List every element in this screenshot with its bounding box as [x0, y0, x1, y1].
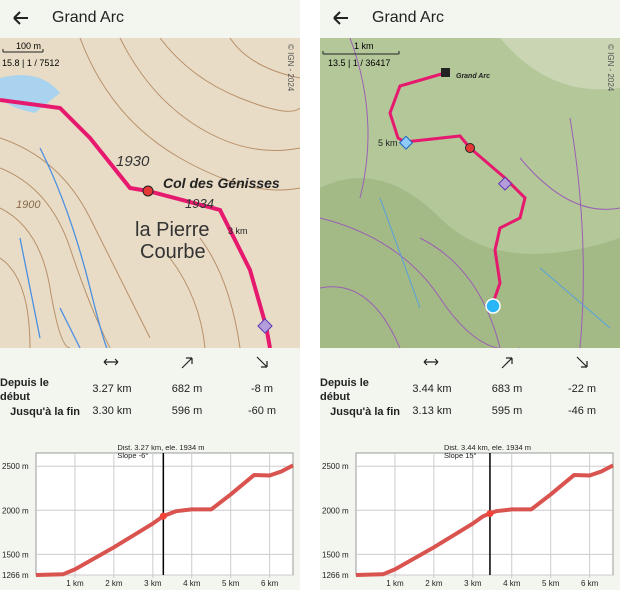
y-tick-label: 1500 m: [322, 550, 349, 559]
x-tick-label: 6 km: [581, 579, 599, 588]
x-tick-label: 5 km: [222, 579, 240, 588]
stats: Depuis le début 3.44 km 683 m -22 m Jusq…: [320, 348, 620, 445]
copyright: © IGN - 2024: [286, 44, 295, 92]
map-label: Col des Génisses: [163, 175, 280, 191]
screen: Grand Arc 100 m 15.8 | 1 / 7512 1930 Col…: [0, 0, 300, 590]
map-label: 5 km: [378, 138, 398, 148]
stat-value: -22 m: [567, 383, 597, 395]
scale-info: 13.5 | 1 / 36417: [328, 58, 390, 68]
map[interactable]: 1 km 13.5 | 1 / 36417 Grand Arc 5 km © I…: [320, 38, 620, 348]
stat-value: -60 m: [247, 405, 277, 417]
x-tick-label: 1 km: [386, 579, 404, 588]
row-label: Jusqu'à la fin: [10, 406, 80, 418]
elevation-profile[interactable]: 1266 m 1500 m 2000 m 2500 m 1 km 2 km 3 km 4 km…: [320, 445, 620, 590]
x-tick-label: 3 km: [464, 579, 482, 588]
map[interactable]: 100 m 15.8 | 1 / 7512 1930 Col des Génis…: [0, 38, 300, 348]
y-tick-label: 2500 m: [2, 462, 29, 471]
cursor-dot: [159, 512, 167, 520]
row-label: Depuis le début: [0, 377, 49, 403]
map-label: Courbe: [140, 241, 206, 263]
y-tick-label: 2000 m: [2, 506, 29, 515]
stat-value: 683 m: [491, 383, 523, 395]
map-label: 1930: [116, 153, 150, 170]
stat-value: 3.30 km: [92, 405, 132, 417]
cursor-slope: Slope -6°: [117, 451, 148, 460]
stat-value: 3.44 km: [412, 383, 452, 395]
y-tick-label: 1500 m: [2, 550, 29, 559]
x-tick-label: 3 km: [144, 579, 162, 588]
row-label: Jusqu'à la fin: [330, 406, 400, 418]
title: Grand Arc: [52, 9, 125, 26]
scale-label: 1 km: [354, 41, 374, 51]
profile-line: [355, 463, 614, 577]
copyright: © IGN - 2024: [606, 44, 615, 92]
x-tick-label: 6 km: [261, 579, 279, 588]
cursor-info: Dist. 3.44 km, ele. 1934 m: [444, 445, 531, 452]
back-button[interactable]: [8, 0, 48, 38]
screen: Grand Arc 1 km 13.5 | 1 / 36417 Grand Ar…: [320, 0, 620, 590]
header: Grand Arc: [320, 0, 620, 38]
back-button[interactable]: [328, 0, 368, 38]
stat-value: -8 m: [251, 383, 273, 395]
x-tick-label: 5 km: [542, 579, 560, 588]
stat-value: 3.13 km: [412, 405, 452, 417]
x-tick-label: 2 km: [425, 579, 443, 588]
cursor-dot: [486, 510, 494, 518]
map-label: 3 km: [228, 226, 248, 236]
title: Grand Arc: [372, 9, 445, 26]
y-tick-label: 1266 m: [2, 571, 29, 580]
y-tick-label: 1266 m: [322, 571, 349, 580]
cursor-slope: Slope 15°: [444, 451, 477, 460]
cursor-info: Dist. 3.27 km, ele. 1934 m: [117, 445, 204, 452]
x-tick-label: 4 km: [503, 579, 521, 588]
map-label: 1900: [16, 199, 41, 211]
y-tick-label: 2500 m: [322, 462, 349, 471]
stat-icons: [103, 356, 268, 369]
map-label: 1934: [185, 196, 214, 211]
map-label: la Pierre: [135, 219, 209, 241]
x-tick-label: 1 km: [66, 579, 84, 588]
row-label: Depuis le début: [320, 377, 369, 403]
x-tick-label: 2 km: [105, 579, 123, 588]
scale-info: 15.8 | 1 / 7512: [2, 58, 59, 68]
stat-value: -46 m: [567, 405, 597, 417]
scale-label: 100 m: [16, 41, 41, 51]
y-tick-label: 2000 m: [322, 506, 349, 515]
profile-line: [35, 463, 294, 577]
stats: Depuis le début 3.27 km 682 m -8 m Jusqu…: [0, 348, 300, 445]
map-label: Grand Arc: [456, 73, 490, 80]
stat-value: 596 m: [171, 405, 203, 417]
header: Grand Arc: [0, 0, 300, 38]
stat-value: 595 m: [491, 405, 523, 417]
stat-icons: [423, 356, 588, 369]
stat-value: 3.27 km: [92, 383, 132, 395]
stat-value: 682 m: [171, 383, 203, 395]
x-tick-label: 4 km: [183, 579, 201, 588]
elevation-profile[interactable]: 1266 m 1500 m 2000 m 2500 m 1 km 2 km 3 km 4 km…: [0, 445, 300, 590]
